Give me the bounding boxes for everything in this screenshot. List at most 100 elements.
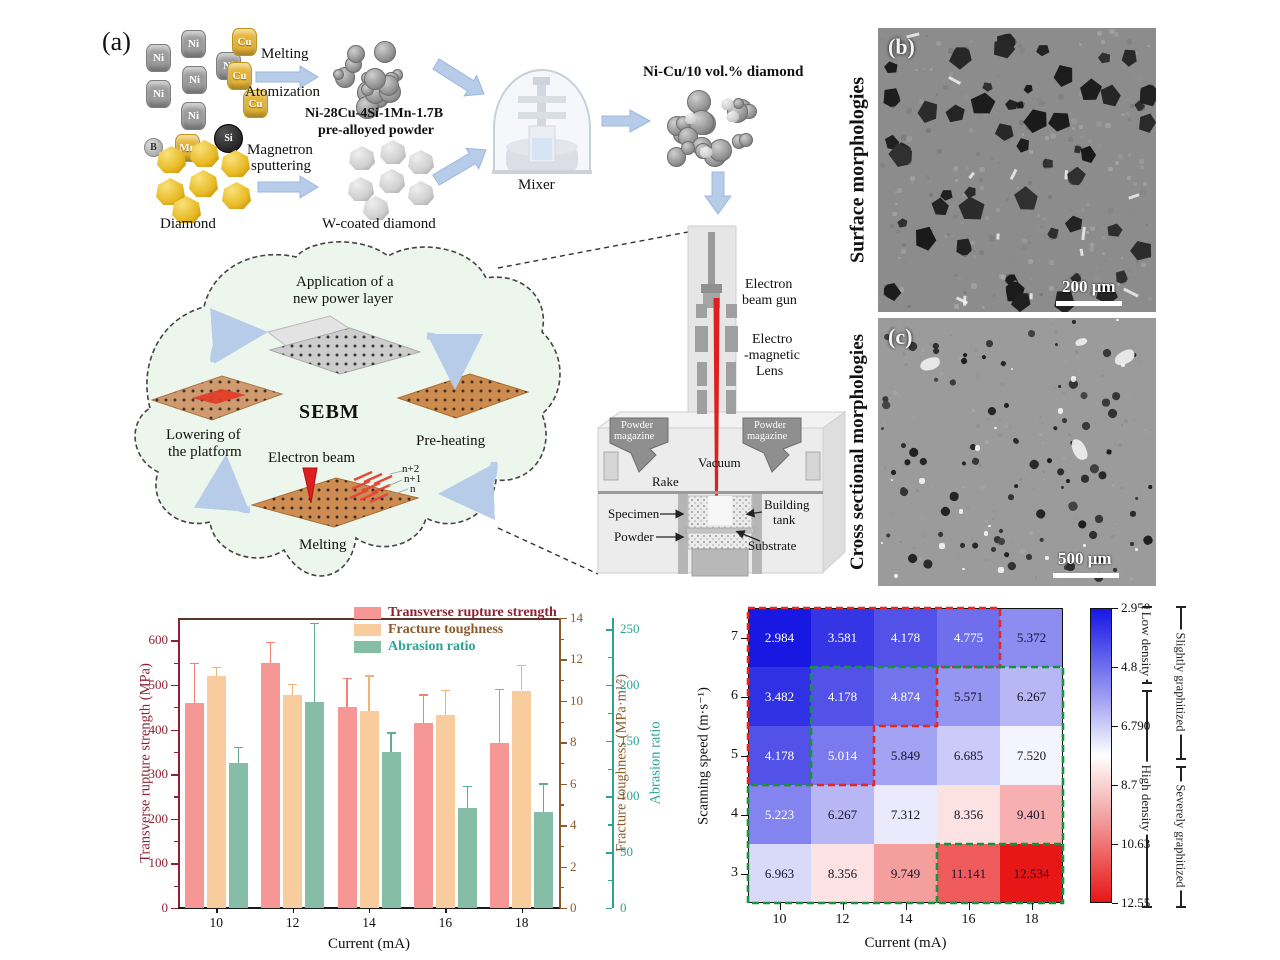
sem-grain: [1038, 432, 1042, 436]
diamond-particle: [981, 354, 988, 361]
sem-grain: [947, 489, 949, 492]
y-tick-abrasion: [606, 852, 612, 854]
sem-grain: [1068, 112, 1072, 116]
panel-c-side-label: Cross sectional morphologies: [847, 333, 868, 571]
sem-speck: [994, 426, 998, 430]
flow-diamond: Diamond: [160, 216, 216, 232]
sem-grain: [910, 502, 913, 505]
diamond-particle: [985, 338, 995, 348]
diamond-particle: [1130, 541, 1135, 547]
layer-n: n: [410, 483, 416, 495]
y-minor-tick-abrasion: [608, 768, 612, 770]
x-tick: [216, 908, 218, 913]
y-tick-abrasion: [606, 740, 612, 743]
sem-highlight: [1128, 193, 1140, 200]
y-tick-right: [560, 908, 567, 910]
error-cap: [310, 622, 320, 625]
sem-grain: [1022, 238, 1027, 244]
sem-grain: [905, 560, 909, 564]
sem-grain: [967, 132, 973, 138]
sem-grain: [1078, 298, 1081, 301]
y-minor-tick-abrasion: [608, 712, 612, 714]
sebm-step-left2: the platform: [168, 444, 242, 460]
machine-lens2: -magnetic: [744, 348, 800, 363]
machine-gun1: Electron: [745, 277, 793, 292]
sem-grain: [902, 352, 906, 356]
diamond-particle: [1101, 347, 1113, 359]
bar-transverse-rupture-strength: [261, 662, 281, 908]
sem-grain: [879, 38, 885, 44]
heatmap-chart: 2.984 3.581 4.178 4.775 5.372 3.482 4.178 4.874…: [690, 590, 1280, 960]
sem-grain: [895, 203, 898, 206]
sem-grain: [882, 547, 886, 550]
sem-grain: [948, 451, 953, 455]
y-minor-tick-left: [174, 707, 178, 709]
sem-grain: [896, 229, 900, 233]
sem-grain: [1088, 384, 1091, 387]
sem-grain: [921, 374, 924, 376]
sem-grain: [1009, 540, 1013, 544]
sem-grain: [902, 243, 906, 247]
sem-patch: [1074, 336, 1089, 347]
sem-grain: [928, 192, 934, 198]
sem-grain: [1000, 370, 1003, 373]
sem-grain: [1110, 156, 1116, 162]
sem-grain: [1127, 268, 1132, 273]
sem-grain: [1123, 419, 1128, 424]
panel-b-side-label: Surface morphologies: [846, 76, 869, 264]
annotation-slightly-graphitized: Slightly graphitized: [1172, 629, 1188, 735]
diamond-particle: [1025, 552, 1033, 561]
sem-speck: [1121, 362, 1126, 368]
sem-grain: [1120, 486, 1123, 490]
sem-grain: [1036, 95, 1039, 98]
x-tick: [292, 908, 294, 913]
machine-powder: Powder: [614, 529, 654, 544]
error-cap: [495, 688, 505, 691]
sem-grain: [1051, 323, 1054, 326]
sem-grain: [986, 417, 989, 420]
sem-grain: [899, 458, 904, 463]
legend-item: Fracture toughness: [354, 621, 557, 638]
atom-si: Si: [214, 124, 243, 153]
diamond-particle: [1096, 470, 1108, 481]
sem-grain: [1120, 571, 1124, 575]
sem-grain: [1140, 189, 1146, 195]
bracket-severely-graphitized-cap-bottom: [1175, 906, 1186, 908]
diamond-particle: [1035, 42, 1050, 57]
diamond-particle: [1142, 534, 1154, 547]
y-tick-label-right: 10: [570, 692, 583, 708]
sem-grain: [1105, 123, 1111, 129]
y-axis-abrasion: [612, 618, 614, 908]
sem-grain: [1046, 29, 1050, 33]
sem-grain: [1085, 231, 1089, 235]
annotation-severely-graphitized: Severely graphitized: [1172, 781, 1188, 891]
sem-grain: [1085, 504, 1089, 509]
sem-grain: [903, 464, 907, 468]
sem-grain: [1034, 575, 1038, 579]
sem-grain: [946, 332, 950, 336]
sem-grain: [961, 485, 965, 489]
sem-grain: [994, 292, 1000, 298]
sem-grain: [1114, 32, 1119, 37]
diamond-particle: [1000, 359, 1007, 366]
y-minor-tick-left: [174, 662, 178, 664]
diamond-particle: [1046, 110, 1071, 135]
sem-speck: [1071, 376, 1077, 382]
diamond-particle: [1045, 456, 1054, 465]
machine-building1: Building: [764, 497, 810, 512]
error-bar: [422, 695, 425, 723]
sem-grain: [963, 94, 969, 100]
x-tick: [905, 903, 908, 910]
diamond-particle: [900, 441, 908, 449]
error-cap: [364, 675, 374, 677]
sem-grain: [879, 301, 882, 304]
sem-grain: [963, 451, 965, 454]
sem-grain: [1040, 225, 1043, 229]
sem-grain: [880, 466, 883, 469]
colorbar-tick-label: 6.790: [1121, 718, 1151, 733]
sem-grain: [1101, 564, 1105, 568]
sebm-title: SEBM: [299, 401, 360, 423]
sem-grain: [971, 538, 974, 541]
sem-grain: [897, 393, 902, 398]
sem-grain: [891, 334, 895, 337]
